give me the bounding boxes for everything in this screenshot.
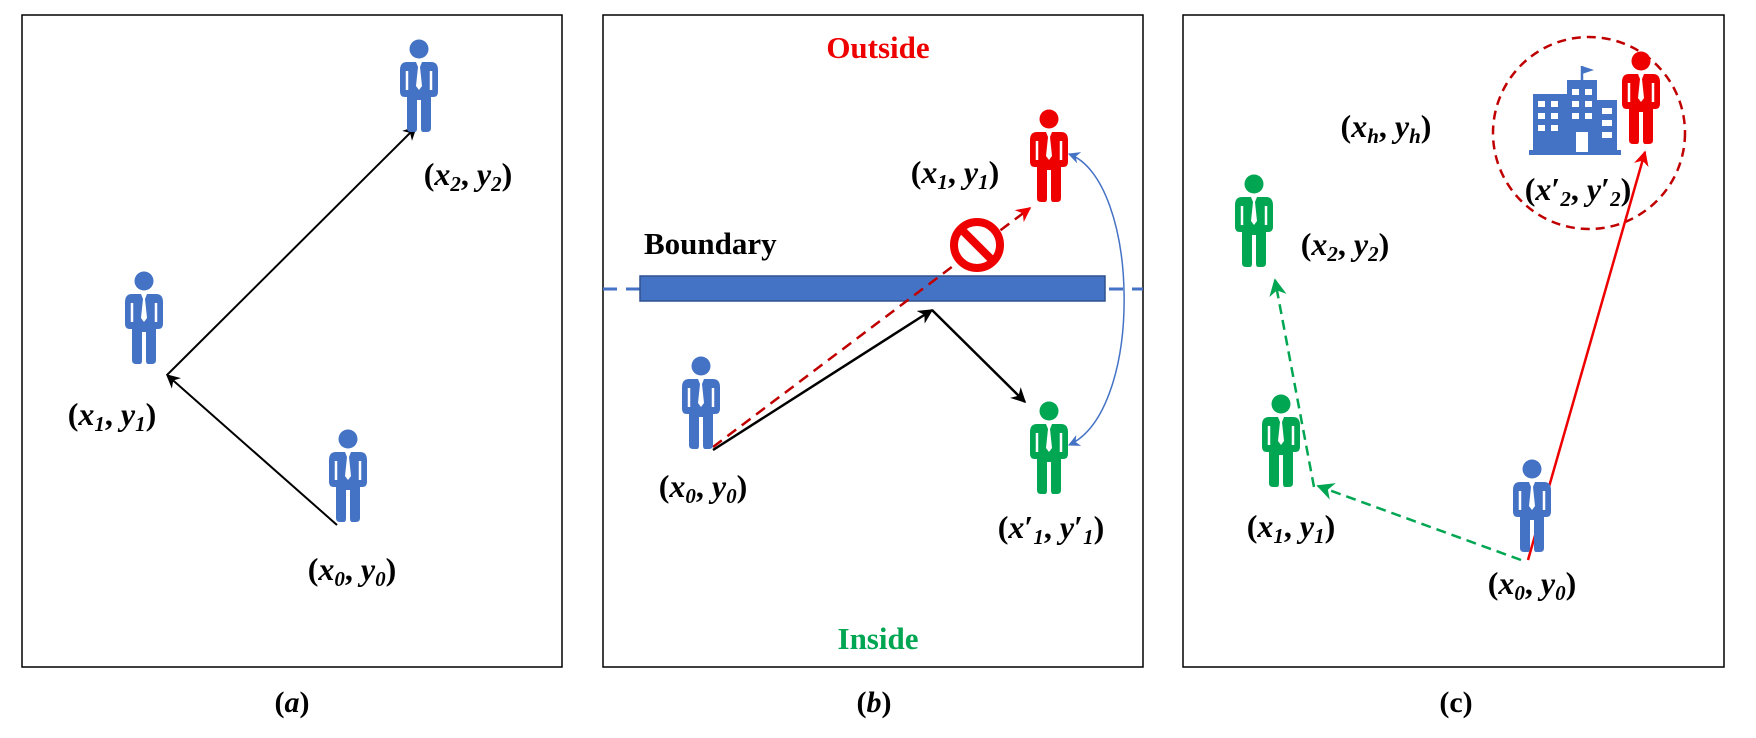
arrow-c-p1-p2 (1269, 278, 1316, 488)
panel-b: Outside Inside Boundary (x1, y1) (x0, y0… (602, 14, 1144, 719)
label-inside: Inside (838, 621, 919, 656)
boundary-bar (639, 275, 1106, 302)
prohibited-icon (950, 218, 1004, 272)
panel-c: (xh, yh) (x′2, y′2) (x2, y2) (x1, y1) (x… (1182, 14, 1725, 719)
label-b-p0: (x0, y0) (659, 468, 748, 508)
label-c-home: (xh, yh) (1341, 108, 1432, 148)
panel-c-frame (1182, 14, 1725, 668)
person-icon (1620, 50, 1662, 146)
person-icon (398, 38, 440, 134)
label-c-p2: (x2, y2) (1301, 226, 1390, 266)
person-icon (1028, 400, 1070, 496)
person-icon (680, 355, 722, 451)
person-icon (123, 270, 165, 366)
person-icon (1233, 173, 1275, 269)
person-icon (1511, 458, 1553, 554)
label-outside: Outside (826, 30, 929, 65)
label-a-p2: (x2, y2) (424, 156, 513, 196)
label-c-p0: (x0, y0) (1488, 565, 1577, 605)
person-icon (1260, 393, 1302, 489)
label-boundary: Boundary (644, 226, 777, 261)
label-b-p1-prime: (x′1, y′1) (998, 509, 1105, 549)
arrow-b-p0-boundary (712, 308, 934, 452)
label-a-p1: (x1, y1) (68, 396, 157, 436)
panel-b-frame (602, 14, 1144, 668)
panel-a: (x2, y2) (x1, y1) (x0, y0) (a) (21, 14, 563, 719)
arrow-a-p1-p2 (166, 126, 417, 376)
building-icon (1529, 66, 1621, 155)
person-icon (327, 428, 369, 524)
caption-a: (a) (275, 686, 310, 719)
arrow-a-p0-p1 (165, 374, 338, 526)
home-radius-circle (1491, 35, 1687, 231)
label-a-p0: (x0, y0) (308, 551, 397, 591)
arrow-b-mirror (1067, 152, 1125, 446)
label-b-p1: (x1, y1) (911, 154, 1000, 194)
label-c-p1: (x1, y1) (1247, 508, 1336, 548)
label-c-p2-prime: (x′2, y′2) (1525, 171, 1632, 211)
panel-a-frame (21, 14, 563, 668)
arrow-c-p0-p1 (1316, 483, 1522, 562)
caption-b: (b) (857, 686, 892, 719)
caption-c: (c) (1439, 686, 1472, 719)
arrow-b-reflect (931, 309, 1027, 404)
person-icon (1028, 108, 1070, 204)
